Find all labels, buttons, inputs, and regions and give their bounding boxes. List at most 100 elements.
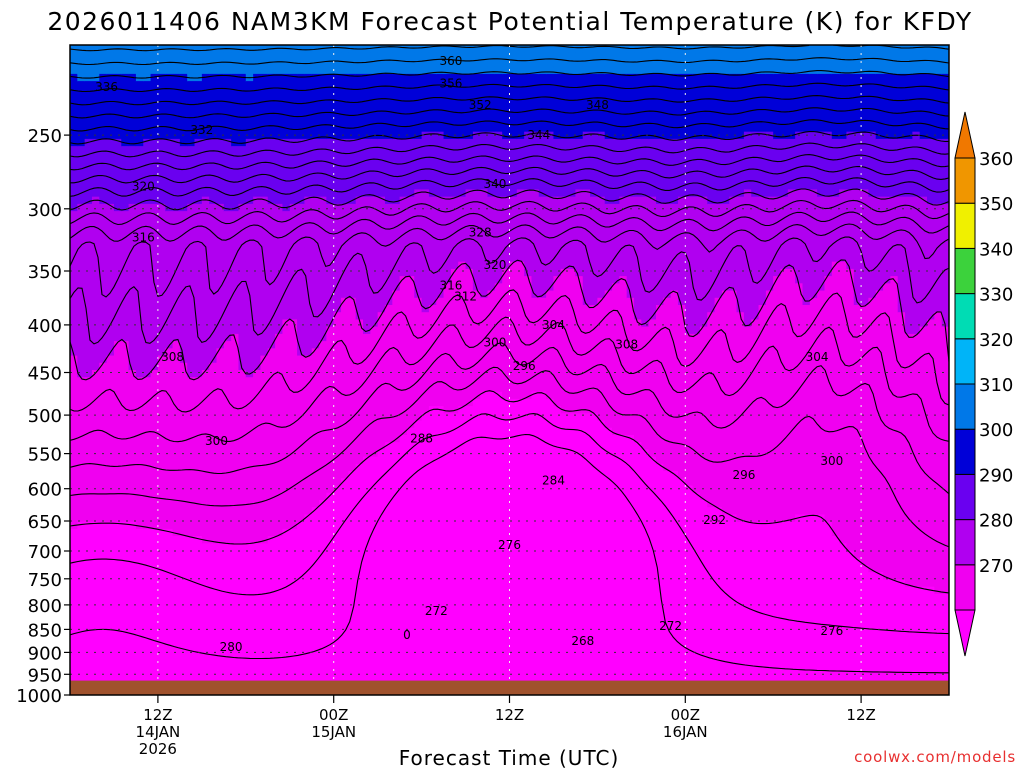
- field-cell: [143, 406, 152, 414]
- field-cell: [135, 189, 144, 198]
- field-cell: [84, 341, 93, 349]
- field-cell: [355, 189, 364, 198]
- field-cell: [428, 658, 437, 667]
- field-cell: [348, 658, 357, 667]
- field-cell: [150, 341, 159, 349]
- field-cell: [326, 283, 335, 292]
- field-cell: [267, 370, 276, 378]
- field-cell: [297, 449, 305, 458]
- field-cell: [428, 500, 437, 508]
- field-cell: [172, 435, 181, 443]
- field-cell: [150, 182, 159, 191]
- field-cell: [143, 305, 152, 313]
- field-cell: [428, 297, 437, 306]
- field-cell: [355, 586, 364, 595]
- field-cell: [77, 492, 86, 501]
- field-cell: [113, 59, 122, 68]
- field-cell: [201, 110, 210, 118]
- field-cell: [450, 528, 459, 537]
- field-cell: [216, 131, 225, 140]
- field-cell: [458, 218, 467, 227]
- field-cell: [436, 124, 445, 133]
- field-cell: [414, 297, 423, 306]
- field-cell: [421, 102, 430, 111]
- field-cell: [421, 167, 430, 176]
- field-cell: [458, 384, 467, 393]
- field-cell: [458, 305, 467, 313]
- field-cell: [201, 175, 210, 183]
- field-cell: [179, 290, 188, 299]
- field-cell: [392, 348, 401, 357]
- field-cell: [392, 608, 401, 617]
- field-cell: [70, 319, 78, 328]
- field-cell: [165, 666, 174, 674]
- field-cell: [458, 572, 467, 581]
- field-cell: [238, 333, 247, 342]
- field-cell: [70, 182, 78, 191]
- field-cell: [216, 182, 225, 191]
- field-cell: [260, 586, 269, 595]
- field-cell: [223, 601, 232, 609]
- field-cell: [304, 319, 313, 328]
- field-cell: [128, 225, 137, 234]
- field-cell: [304, 196, 313, 205]
- field-cell: [421, 160, 430, 169]
- field-cell: [165, 182, 174, 191]
- field-cell: [106, 297, 115, 306]
- field-cell: [260, 514, 269, 523]
- field-cell: [458, 297, 467, 306]
- field-cell: [348, 521, 357, 530]
- field-cell: [267, 312, 276, 321]
- field-cell: [370, 644, 379, 653]
- field-cell: [165, 615, 174, 624]
- field-cell: [245, 160, 254, 169]
- field-cell: [150, 45, 159, 53]
- field-cell: [157, 398, 166, 407]
- field-cell: [194, 247, 203, 256]
- field-cell: [165, 211, 174, 219]
- field-cell: [253, 622, 262, 631]
- field-cell: [135, 658, 144, 667]
- field-cell: [77, 319, 86, 328]
- field-cell: [428, 102, 437, 111]
- field-cell: [172, 102, 181, 111]
- field-cell: [421, 521, 430, 530]
- field-cell: [399, 362, 408, 371]
- field-cell: [348, 218, 357, 227]
- field-cell: [223, 622, 232, 631]
- field-cell: [384, 442, 393, 451]
- field-cell: [113, 283, 122, 292]
- field-cell: [414, 81, 423, 89]
- field-cell: [406, 651, 415, 660]
- field-cell: [172, 203, 181, 212]
- field-cell: [311, 341, 320, 349]
- field-cell: [253, 254, 262, 263]
- field-cell: [472, 355, 481, 364]
- field-cell: [406, 160, 415, 169]
- field-cell: [406, 117, 415, 126]
- field-cell: [311, 283, 320, 292]
- field-cell: [355, 218, 364, 227]
- field-cell: [172, 268, 181, 277]
- field-cell: [443, 666, 452, 674]
- field-cell: [253, 117, 262, 126]
- field-cell: [150, 666, 159, 674]
- field-cell: [414, 167, 423, 176]
- field-cell: [253, 449, 262, 458]
- field-cell: [421, 427, 430, 436]
- field-cell: [304, 312, 313, 321]
- field-cell: [363, 312, 371, 321]
- field-cell: [370, 384, 379, 393]
- field-cell: [421, 261, 430, 270]
- field-cell: [77, 355, 86, 364]
- field-cell: [304, 528, 313, 537]
- field-cell: [245, 630, 254, 638]
- field-cell: [465, 384, 474, 393]
- field-cell: [319, 276, 327, 284]
- field-cell: [414, 658, 423, 667]
- field-cell: [282, 471, 291, 479]
- field-cell: [172, 305, 181, 313]
- field-cell: [436, 203, 445, 212]
- field-cell: [289, 536, 298, 544]
- field-cell: [238, 81, 247, 89]
